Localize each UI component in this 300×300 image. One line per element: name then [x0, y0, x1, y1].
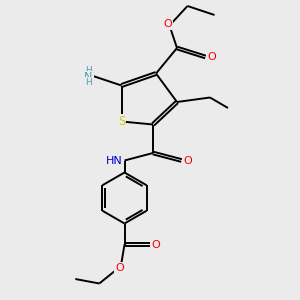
Text: H: H: [85, 78, 92, 87]
Text: O: O: [183, 155, 192, 166]
Text: H: H: [85, 66, 92, 75]
Text: O: O: [152, 239, 160, 250]
Text: O: O: [115, 262, 124, 273]
Text: HN: HN: [106, 155, 123, 166]
Text: O: O: [164, 19, 172, 29]
Text: O: O: [207, 52, 216, 62]
Text: S: S: [118, 115, 125, 128]
Text: N: N: [84, 71, 93, 82]
